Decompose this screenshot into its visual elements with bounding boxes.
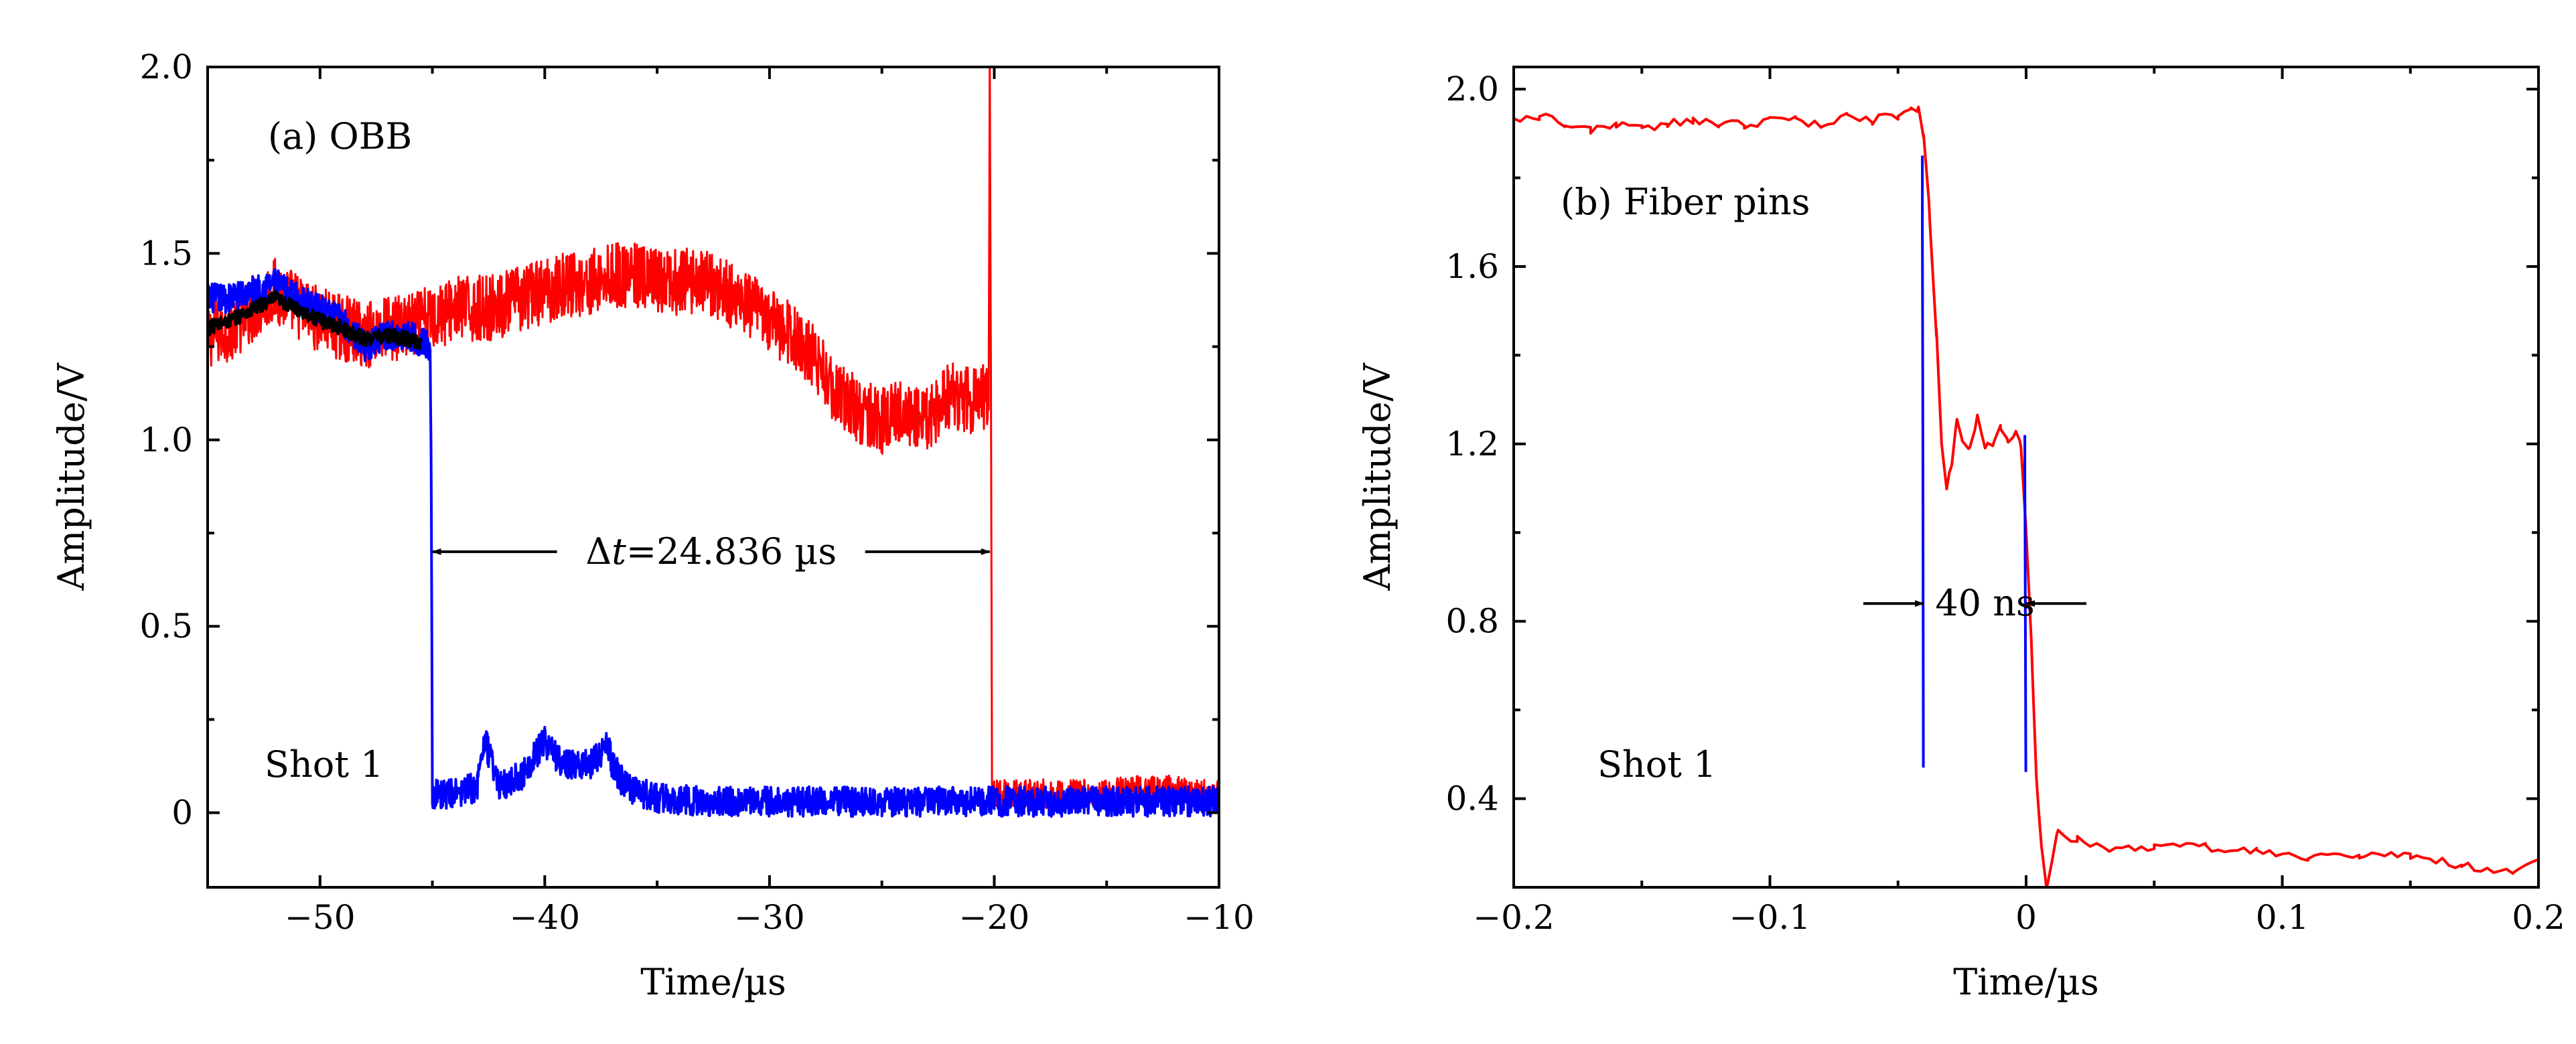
panel-b-series-blue-spike-2 <box>2023 435 2027 772</box>
panel-b-y-tick-label: 0.4 <box>1445 779 1499 818</box>
panel-a-x-tick-label: −20 <box>959 898 1030 937</box>
panel-b-y-tick-label: 1.6 <box>1445 247 1499 286</box>
panel-b-x-axis-title: Time/µs <box>1953 961 2098 1003</box>
panel-a-y-tick-label: 1.5 <box>139 234 193 273</box>
panel-a-x-tick-label: −30 <box>734 898 805 937</box>
panel-b-x-tick-label: 0.1 <box>2256 898 2309 937</box>
panel-a-y-tick-label: 0.5 <box>139 607 193 646</box>
panel-a-x-axis-title: Time/µs <box>640 961 786 1003</box>
panel-b-shot-label: Shot 1 <box>1597 743 1717 786</box>
panel-a-y-tick-label: 0 <box>171 794 193 832</box>
panel-a-y-tick-label: 1.0 <box>139 421 193 459</box>
panel-b-y-tick-label: 1.2 <box>1445 425 1499 463</box>
panel-a-label: (a) OBB <box>268 115 412 157</box>
panel-b-ticks: −0.2 −0.1 0 0.1 0.2 0.4 0.8 1.2 1.6 2.0 <box>1445 67 2565 937</box>
panel-b-series-red <box>1514 105 2538 887</box>
delta-value: =24.836 µs <box>626 530 837 573</box>
panel-a-obb: −50 −40 −30 −20 −10 0 0.5 1.0 1.5 2.0 (a) OBB Sho… <box>50 48 1255 1003</box>
panel-a-shot-label: Shot 1 <box>265 743 384 786</box>
panel-b-y-axis-title: Amplitude/V <box>1356 362 1399 591</box>
panel-b-interval-annotation: 40 ns <box>1863 582 2086 624</box>
interval-label: 40 ns <box>1935 582 2034 624</box>
panel-b-x-tick-label: 0.2 <box>2512 898 2565 937</box>
panel-a-y-axis-title: Amplitude/V <box>50 362 92 591</box>
panel-a-series-black <box>208 289 423 350</box>
panel-b-y-tick-label: 2.0 <box>1445 70 1499 108</box>
panel-a-y-tick-label: 2.0 <box>139 48 193 86</box>
panel-b-series-blue-spike-1 <box>1921 155 1925 768</box>
panel-a-x-tick-label: −40 <box>510 898 581 937</box>
panel-b-x-tick-label: 0 <box>2015 898 2037 937</box>
panel-a-series-group <box>208 67 1219 818</box>
panel-b-x-tick-label: −0.2 <box>1473 898 1554 937</box>
panel-a-x-tick-label: −10 <box>1184 898 1255 937</box>
delta-t-label: Δt=24.836 µs <box>585 530 837 573</box>
panel-b-label: (b) Fiber pins <box>1561 181 1810 223</box>
delta-var: t <box>612 530 626 573</box>
panel-a-ticks: −50 −40 −30 −20 −10 0 0.5 1.0 1.5 2.0 <box>139 48 1254 937</box>
delta-prefix: Δ <box>585 530 612 573</box>
panel-a-delta-annotation: Δt=24.836 µs <box>431 530 991 573</box>
panel-b-x-tick-label: −0.1 <box>1729 898 1810 937</box>
panel-a-x-tick-label: −50 <box>285 898 356 937</box>
panel-a-frame <box>206 66 1220 889</box>
panel-b-y-tick-label: 0.8 <box>1445 602 1499 641</box>
panel-b-fiber-pins: −0.2 −0.1 0 0.1 0.2 0.4 0.8 1.2 1.6 2.0 (b) Fiber… <box>1356 66 2565 1003</box>
